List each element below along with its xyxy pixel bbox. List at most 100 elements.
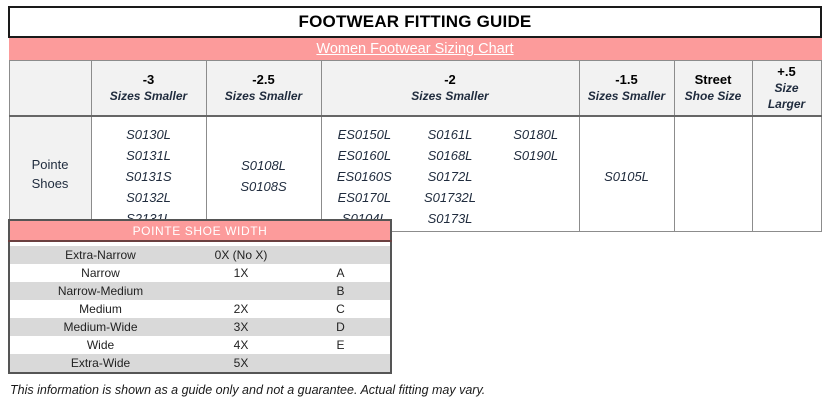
width-letter: D: [291, 318, 391, 336]
code-list-minus-2-5: S0108L S0108S: [207, 155, 321, 197]
width-letter: C: [291, 300, 391, 318]
subtitle-banner: Women Footwear Sizing Chart: [8, 36, 822, 61]
title-row: FOOTWEAR FITTING GUIDE: [8, 6, 822, 38]
width-name: Medium-Wide: [9, 318, 191, 336]
width-table-row: Medium-Wide 3X D: [9, 318, 391, 336]
code-subcolumn-3: S0180L S0190L: [493, 124, 579, 229]
width-letter: B: [291, 282, 391, 300]
width-table-title: POINTE SHOE WIDTH: [9, 220, 391, 242]
width-table-body: Extra-Narrow 0X (No X) Narrow 1X A Narrow-Med…: [9, 246, 391, 373]
width-x-code: 4X: [191, 336, 291, 354]
header-value-street: Street: [694, 72, 732, 87]
code-list-minus-2-c: S0180L S0190L: [493, 124, 579, 166]
code-list-minus-3: S0130L S0131L S0131S S0132L S2131L: [92, 124, 206, 229]
shoe-code: S0173L: [427, 210, 473, 226]
width-table-row: Medium 2X C: [9, 300, 391, 318]
shoe-code: S0161L: [427, 126, 473, 142]
width-table-row: Narrow 1X A: [9, 264, 391, 282]
shoe-code: S0131S: [125, 168, 172, 184]
width-x-code: 0X (No X): [191, 246, 291, 264]
width-spacer-row: [9, 241, 391, 246]
width-table-row: Extra-Narrow 0X (No X): [9, 246, 391, 264]
header-value-minus-1-5: -1.5: [615, 72, 638, 87]
header-label-plus-half: Size Larger: [767, 81, 806, 111]
width-name: Extra-Wide: [9, 354, 191, 373]
cell-minus-1-5: S0105L: [578, 115, 675, 232]
header-cell-street: Street Shoe Size: [673, 60, 753, 117]
cell-minus-2-5: S0108L S0108S: [205, 115, 322, 232]
width-letter: E: [291, 336, 391, 354]
column-header-row: -3 Sizes Smaller -2.5 Sizes Smaller -2 S…: [8, 60, 822, 117]
shoe-code: ES0150L: [337, 126, 392, 142]
shoe-code: S0172L: [427, 168, 473, 184]
header-cell-blank: [8, 60, 92, 117]
shoe-code: S0130L: [126, 126, 171, 142]
shoe-code: ES0160L: [337, 147, 392, 163]
code-list-minus-1-5: S0105L: [580, 166, 674, 187]
shoe-code: S0168L: [427, 147, 473, 163]
shoe-code: S0132L: [126, 189, 171, 205]
width-table-row: Extra-Wide 5X: [9, 354, 391, 373]
row-label-pointe-shoes: Pointe Shoes: [8, 115, 92, 232]
cell-plus-half: [751, 115, 822, 232]
shoe-code: S0108L: [241, 158, 286, 173]
code-subcolumn-1: ES0150L ES0160L ES0160S ES0170L S0104L: [322, 124, 408, 229]
width-x-code: 5X: [191, 354, 291, 373]
cell-minus-2: ES0150L ES0160L ES0160S ES0170L S0104L S0161…: [320, 115, 580, 232]
width-letter: [291, 354, 391, 373]
width-letter: [291, 246, 391, 264]
shoe-code: S0108S: [240, 179, 287, 194]
header-cell-minus-2-5: -2.5 Sizes Smaller: [205, 60, 322, 117]
shoe-code: S0131L: [126, 147, 171, 163]
width-letter: A: [291, 264, 391, 282]
header-value-minus-2-5: -2.5: [252, 72, 275, 87]
subtitle-row: Women Footwear Sizing Chart: [8, 36, 822, 61]
width-name: Narrow-Medium: [9, 282, 191, 300]
shoe-code: S0190L: [513, 147, 559, 163]
width-x-code: 3X: [191, 318, 291, 336]
header-label-minus-1-5: Sizes Smaller: [587, 89, 666, 103]
width-name: Extra-Narrow: [9, 246, 191, 264]
disclaimer-note: This information is shown as a guide onl…: [10, 383, 486, 397]
code-columns-minus-2: ES0150L ES0160L ES0160S ES0170L S0104L S0161…: [322, 124, 579, 229]
sizing-chart-container: FOOTWEAR FITTING GUIDE Women Footwear Si…: [8, 6, 822, 232]
width-x-code: [191, 282, 291, 300]
width-name: Wide: [9, 336, 191, 354]
shoe-code: S0105L: [604, 168, 649, 184]
pointe-shoe-width-container: POINTE SHOE WIDTH Extra-Narrow 0X (No X) N…: [8, 219, 392, 374]
width-x-code: 1X: [191, 264, 291, 282]
code-subcolumn-2: S0161L S0168L S0172L S01732L S0173L: [407, 124, 493, 229]
page-title: FOOTWEAR FITTING GUIDE: [8, 6, 822, 38]
width-table-row: Narrow-Medium B: [9, 282, 391, 300]
code-list-minus-2-a: ES0150L ES0160L ES0160S ES0170L S0104L: [322, 124, 408, 229]
header-label-street: Shoe Size: [684, 89, 742, 103]
header-label-minus-2: Sizes Smaller: [411, 89, 489, 103]
width-table-row: Wide 4X E: [9, 336, 391, 354]
shoe-code: ES0170L: [337, 189, 392, 205]
header-value-minus-2: -2: [444, 72, 456, 87]
table-row: Pointe Shoes S0130L S0131L S0131S S0132L S21…: [8, 115, 822, 232]
row-label-line-1: Pointe: [31, 157, 69, 172]
pointe-shoe-width-table: POINTE SHOE WIDTH Extra-Narrow 0X (No X) N…: [8, 219, 392, 374]
header-label-minus-3: Sizes Smaller: [109, 89, 188, 103]
header-cell-minus-2: -2 Sizes Smaller: [320, 60, 580, 117]
header-cell-minus-1-5: -1.5 Sizes Smaller: [578, 60, 675, 117]
sizing-chart-subtitle: Women Footwear Sizing Chart: [316, 41, 514, 57]
women-footwear-sizing-table: FOOTWEAR FITTING GUIDE Women Footwear Si…: [8, 6, 822, 232]
width-x-code: 2X: [191, 300, 291, 318]
spacer: [9, 241, 391, 246]
code-list-minus-2-b: S0161L S0168L S0172L S01732L S0173L: [407, 124, 493, 229]
header-value-plus-half: +.5: [777, 64, 796, 79]
cell-street: [673, 115, 753, 232]
header-cell-minus-3: -3 Sizes Smaller: [90, 60, 207, 117]
shoe-code: ES0160S: [336, 168, 392, 184]
width-title-row: POINTE SHOE WIDTH: [9, 220, 391, 242]
shoe-code: S0180L: [513, 126, 559, 142]
shoe-code: S01732L: [423, 189, 477, 205]
header-value-minus-3: -3: [142, 72, 155, 87]
width-name: Narrow: [9, 264, 191, 282]
width-name: Medium: [9, 300, 191, 318]
row-label-line-2: Shoes: [31, 176, 69, 191]
cell-minus-3: S0130L S0131L S0131S S0132L S2131L: [90, 115, 207, 232]
